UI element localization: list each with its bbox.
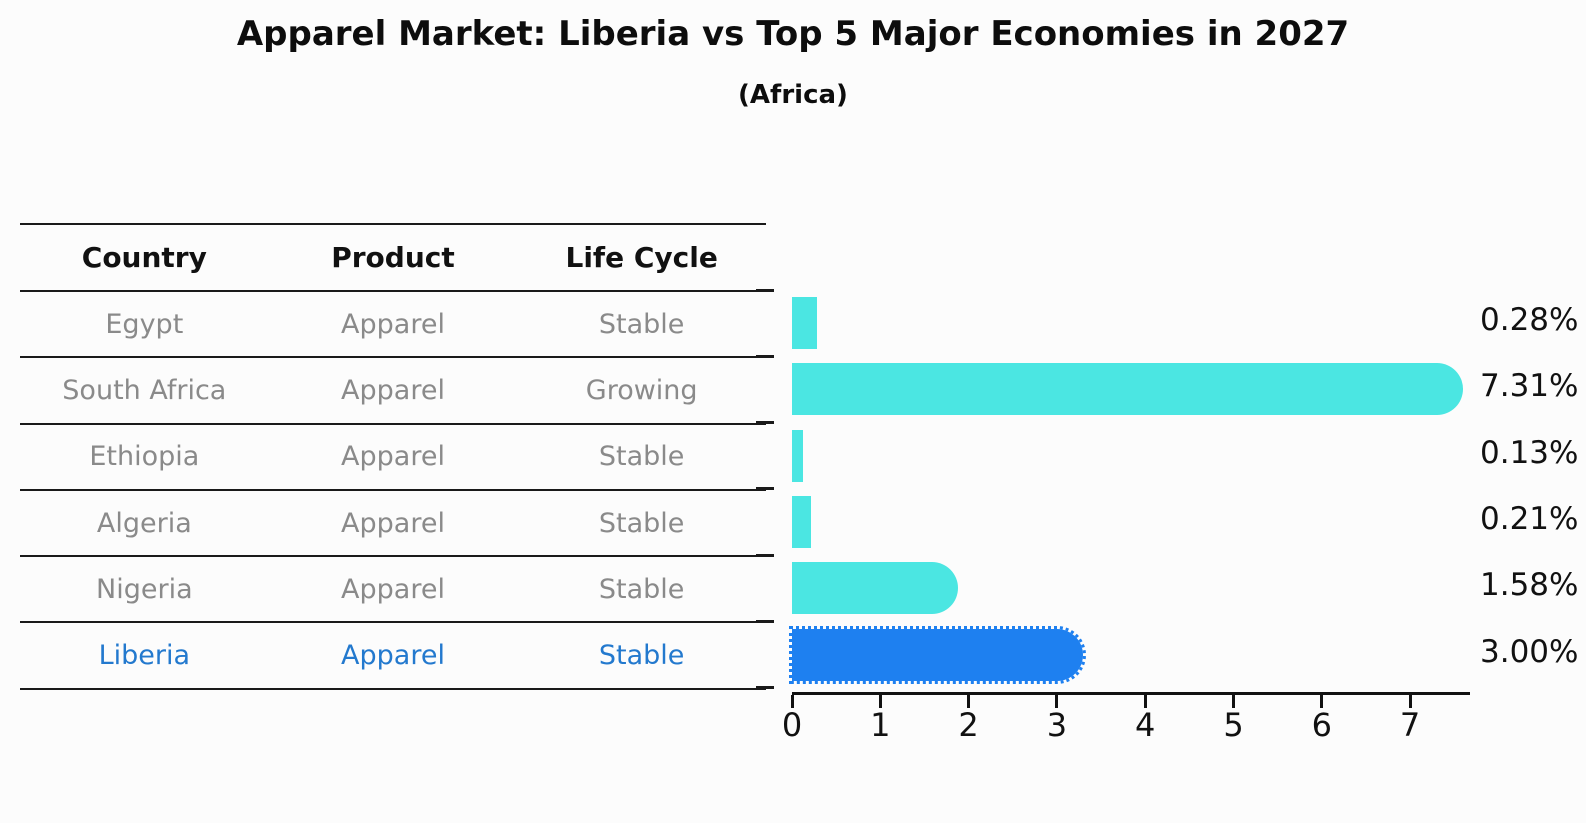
y-axis-tick <box>756 421 774 425</box>
x-axis-tick-label: 2 <box>958 706 979 744</box>
x-axis-tick <box>878 695 882 708</box>
x-axis-tick <box>1055 695 1059 708</box>
value-label: 0.28% <box>1480 302 1579 339</box>
x-axis-tick-label: 7 <box>1399 706 1421 744</box>
cell-product: Apparel <box>341 573 445 605</box>
cell-product: Apparel <box>341 374 445 406</box>
table-row: Nigeria Apparel Stable <box>20 557 766 624</box>
cell-product: Apparel <box>341 640 445 672</box>
cell-lifecycle: Stable <box>598 308 685 340</box>
x-axis-tick <box>1320 695 1324 708</box>
bar-algeria <box>792 496 811 549</box>
table-row: Egypt Apparel Stable <box>20 292 766 359</box>
y-axis-tick <box>756 487 774 491</box>
value-label: 3.00% <box>1480 633 1579 670</box>
value-label: 7.31% <box>1480 368 1579 405</box>
value-label: 0.21% <box>1480 501 1579 538</box>
cell-country: Egypt <box>105 308 184 340</box>
country-table: Country Product Life Cycle Egypt Apparel S… <box>20 223 766 690</box>
y-axis-tick <box>756 553 774 557</box>
x-axis-tick-label: 1 <box>870 706 891 744</box>
cell-country: Liberia <box>98 640 191 672</box>
cell-lifecycle: Stable <box>598 441 685 473</box>
x-axis-tick-label: 3 <box>1046 706 1068 744</box>
x-axis-tick-label: 5 <box>1223 706 1244 744</box>
chart-subtitle: (Africa) <box>738 80 848 110</box>
x-axis-tick-label: 0 <box>781 706 803 744</box>
table-row: Algeria Apparel Stable <box>20 491 766 558</box>
table-row: Ethiopia Apparel Stable <box>20 425 766 491</box>
table-row: Liberia Apparel Stable <box>20 623 766 690</box>
chart-title: Apparel Market: Liberia vs Top 5 Major E… <box>236 14 1350 54</box>
x-axis-tick <box>967 695 971 708</box>
table-header: Country Product Life Cycle <box>20 225 766 292</box>
bar-liberia <box>789 625 1086 684</box>
value-label: 0.13% <box>1480 434 1579 471</box>
cell-product: Apparel <box>341 308 445 340</box>
y-axis-tick <box>756 620 774 624</box>
bar-egypt <box>792 297 817 350</box>
x-axis-tick <box>1408 695 1412 708</box>
y-axis-tick <box>756 354 774 358</box>
cell-lifecycle: Stable <box>598 507 685 539</box>
column-header-lifecycle: Life Cycle <box>565 241 718 274</box>
cell-country: Algeria <box>96 507 192 539</box>
cell-product: Apparel <box>341 507 445 539</box>
x-axis-tick-label: 6 <box>1311 706 1332 744</box>
x-axis-tick <box>1232 695 1235 708</box>
x-axis-tick <box>790 695 794 708</box>
x-axis-line <box>792 692 1470 695</box>
column-header-product: Product <box>331 241 455 274</box>
table-body: Egypt Apparel Stable South Africa Apparel Gro… <box>20 292 766 690</box>
column-header-country: Country <box>81 241 207 274</box>
cell-lifecycle: Stable <box>598 640 685 672</box>
cell-lifecycle: Stable <box>598 573 685 605</box>
table-row: South Africa Apparel Growing <box>20 358 766 425</box>
cell-country: Ethiopia <box>89 441 200 473</box>
cell-country: Nigeria <box>96 573 193 605</box>
y-axis-tick <box>756 686 774 690</box>
value-label: 1.58% <box>1480 567 1579 604</box>
bar-south-africa <box>792 363 1464 416</box>
cell-lifecycle: Growing <box>585 374 698 406</box>
cell-product: Apparel <box>341 441 445 473</box>
bar-nigeria <box>792 562 958 615</box>
cell-country: South Africa <box>62 374 227 406</box>
bar-ethiopia <box>792 429 804 482</box>
y-axis-tick <box>756 288 774 292</box>
x-axis-tick <box>1143 695 1147 708</box>
x-axis-tick-label: 4 <box>1135 706 1156 744</box>
